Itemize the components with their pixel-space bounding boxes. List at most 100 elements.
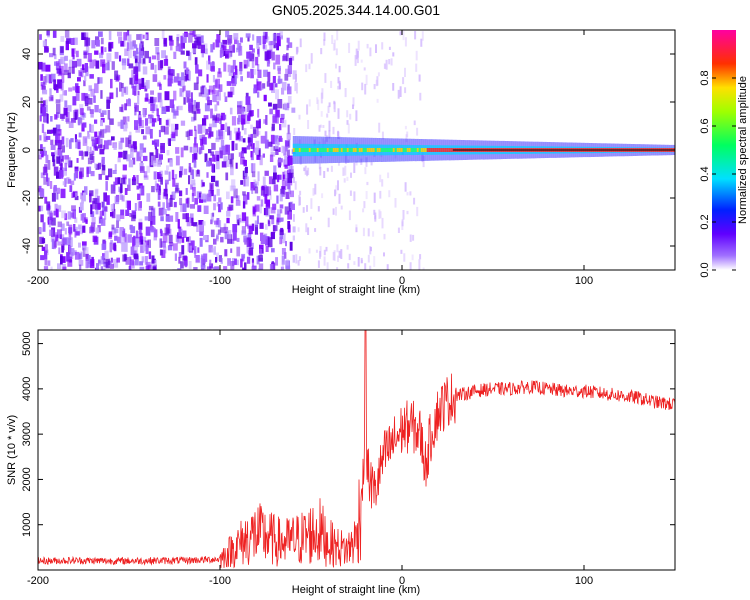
spectrogram-noise-cell bbox=[139, 185, 142, 194]
spectrogram-noise-cell bbox=[159, 118, 162, 125]
spectrogram-noise-cell bbox=[267, 71, 271, 82]
spectrogram-noise-cell bbox=[286, 132, 291, 140]
spectrogram-noise-cell bbox=[66, 177, 70, 184]
spectrogram-noise-cell bbox=[140, 245, 144, 253]
spectrogram-noise-cell bbox=[228, 45, 233, 53]
spectrogram-noise-cell bbox=[207, 96, 210, 102]
spectrogram-ytick-label: 20 bbox=[21, 96, 33, 108]
spectrogram-streak-cell bbox=[328, 102, 331, 108]
spectrogram-noise-cell bbox=[227, 258, 231, 266]
spectrogram-noise-cell bbox=[134, 44, 138, 49]
spectrogram-ridge-core bbox=[300, 148, 303, 152]
spectrogram-noise-cell bbox=[95, 164, 100, 170]
spectrogram-noise-cell bbox=[169, 39, 174, 46]
spectrogram-ytick-label: -40 bbox=[21, 238, 33, 254]
spectrogram-noise-cell bbox=[213, 203, 216, 211]
spectrogram-noise-cell bbox=[72, 209, 76, 219]
spectrogram-streak-cell bbox=[337, 131, 340, 139]
spectrogram-noise-cell bbox=[110, 204, 115, 212]
spectrogram-noise-cell bbox=[128, 135, 132, 144]
spectrogram-noise-cell bbox=[211, 142, 216, 150]
spectrogram-noise-cell bbox=[259, 222, 264, 229]
spectrogram-noise-cell bbox=[43, 76, 47, 85]
spectrogram-noise-cell bbox=[190, 167, 193, 176]
spectrogram-streak-cell bbox=[318, 163, 321, 170]
spectrogram-noise-cell bbox=[275, 147, 279, 155]
spectrogram-noise-cell bbox=[186, 236, 189, 242]
spectrogram-noise-cell bbox=[288, 57, 293, 66]
spectrogram-noise-cell bbox=[250, 68, 254, 79]
spectrogram-noise-cell bbox=[120, 177, 125, 184]
spectrogram-noise-cell bbox=[287, 42, 293, 48]
spectrogram-noise-cell bbox=[257, 69, 262, 78]
spectrogram-noise-cell bbox=[218, 84, 223, 92]
spectrogram-noise-cell bbox=[280, 266, 284, 270]
spectrogram-noise-cell bbox=[105, 175, 109, 181]
spectrogram-streak-cell bbox=[352, 104, 354, 109]
spectrogram-noise-cell bbox=[57, 79, 62, 89]
spectrogram-noise-cell bbox=[152, 266, 156, 270]
spectrogram-noise-cell bbox=[244, 128, 247, 135]
spectrogram-noise-cell bbox=[74, 168, 79, 179]
spectrogram-noise-cell bbox=[287, 173, 293, 183]
spectrogram-noise-cell bbox=[242, 138, 246, 143]
spectrogram-noise-cell bbox=[181, 245, 185, 255]
spectrogram-noise-cell bbox=[227, 234, 233, 244]
spectrogram-noise-cell bbox=[178, 256, 181, 264]
spectrogram-noise-cell bbox=[75, 91, 80, 101]
spectrogram-streak-cell bbox=[320, 48, 323, 55]
spectrogram-noise-cell bbox=[255, 120, 261, 129]
spectrogram-noise-cell bbox=[216, 218, 220, 225]
spectrogram-noise-cell bbox=[241, 108, 247, 116]
spectrogram-ridge-core bbox=[346, 148, 349, 152]
colorbar-ticks: 0.00.20.40.60.8 bbox=[699, 70, 736, 278]
spectrogram-noise-cell bbox=[51, 217, 56, 226]
spectrogram-noise-cell bbox=[231, 140, 235, 151]
spectrogram-noise-cell bbox=[64, 178, 67, 187]
spectrogram-noise-cell bbox=[217, 71, 222, 78]
spectrogram-noise-cell bbox=[97, 77, 100, 84]
spectrogram-noise-cell bbox=[120, 236, 125, 245]
spectrogram-streak-cell bbox=[337, 108, 340, 119]
spectrogram-noise-cell bbox=[148, 116, 151, 124]
spectrogram-noise-cell bbox=[283, 102, 288, 109]
spectrogram-noise-cell bbox=[182, 213, 188, 220]
spectrogram-noise-cell bbox=[70, 248, 75, 256]
spectrogram-noise-cell bbox=[89, 190, 94, 197]
spectrogram-noise-cell bbox=[233, 33, 239, 40]
spectrogram-noise-cell bbox=[142, 109, 145, 118]
spectrogram-noise-cell bbox=[217, 229, 221, 235]
spectrogram-streak-cell bbox=[375, 79, 378, 87]
spectrogram-noise-cell bbox=[243, 194, 248, 205]
spectrogram-noise-cell bbox=[134, 120, 139, 130]
spectrogram-noise-cell bbox=[207, 133, 212, 139]
spectrogram-noise-cell bbox=[287, 71, 292, 77]
spectrogram-noise-cell bbox=[262, 35, 266, 44]
spectrogram-streak-cell bbox=[367, 254, 370, 263]
spectrogram-noise-cell bbox=[199, 237, 203, 247]
spectrogram-noise-cell bbox=[181, 237, 185, 243]
spectrogram-noise-cell bbox=[222, 45, 227, 51]
spectrogram-noise-cell bbox=[206, 74, 209, 83]
spectrogram-noise-cell bbox=[94, 137, 99, 145]
spectrogram-noise-cell bbox=[238, 115, 241, 122]
spectrogram-noise-cell bbox=[200, 138, 204, 146]
spectrogram-noise-cell bbox=[42, 166, 48, 176]
spectrogram-noise-cell bbox=[258, 263, 264, 270]
spectrogram-noise-cell bbox=[148, 251, 152, 260]
spectrogram-noise-cell bbox=[276, 43, 279, 51]
spectrogram-noise-cell bbox=[206, 193, 212, 202]
spectrogram-noise-cell bbox=[197, 124, 203, 134]
spectrogram-streak-cell bbox=[353, 162, 356, 173]
spectrogram-noise-cell bbox=[84, 138, 87, 144]
spectrogram-noise-cell bbox=[111, 136, 115, 141]
spectrogram-noise-cell bbox=[148, 56, 152, 63]
spectrogram-noise-cell bbox=[206, 60, 210, 70]
spectrogram-noise-cell bbox=[241, 255, 245, 262]
spectrogram-noise-cell bbox=[90, 204, 93, 215]
spectrogram-streak-cell bbox=[327, 217, 330, 228]
spectrogram-noise-cell bbox=[57, 204, 62, 210]
spectrogram-noise-cell bbox=[98, 31, 103, 37]
spectrogram-noise-cell bbox=[292, 70, 297, 80]
spectrogram-noise-cell bbox=[68, 178, 72, 184]
